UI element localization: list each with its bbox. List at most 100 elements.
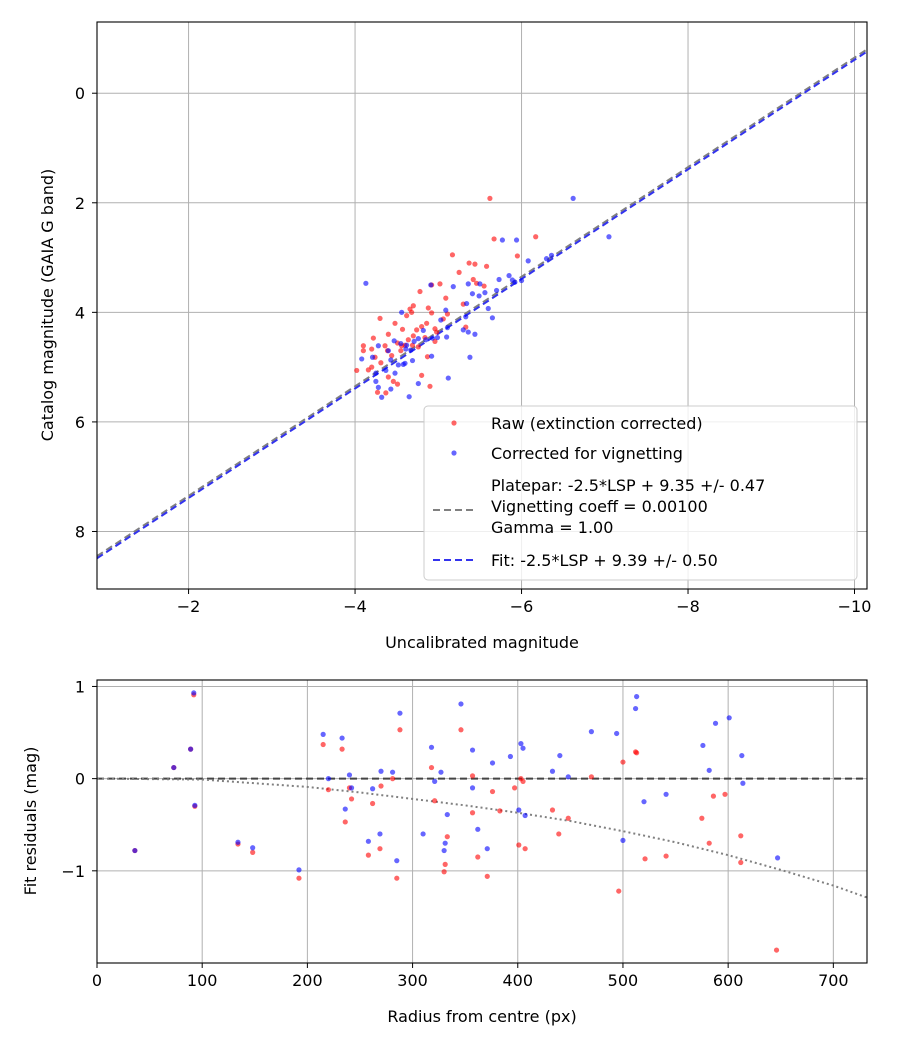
corrected-point	[373, 378, 379, 384]
raw-point	[466, 260, 472, 266]
raw-point	[394, 875, 400, 881]
x-tick-label: 300	[397, 971, 428, 990]
corrected-point	[522, 812, 528, 819]
bottom-ticks: 0 100 200 300 400 500 600 700 1 0 −1	[61, 677, 848, 990]
corrected-point	[171, 764, 177, 771]
corrected-point	[429, 335, 436, 341]
y-tick-label: 8	[75, 522, 85, 541]
legend-marker-raw	[451, 420, 457, 426]
raw-point	[533, 234, 539, 240]
raw-point	[634, 750, 640, 756]
raw-point	[414, 327, 420, 333]
corrected-point	[706, 767, 712, 773]
corrected-point	[444, 334, 450, 340]
legend-label-raw: Raw (extinction corrected)	[491, 414, 703, 433]
raw-point	[520, 778, 526, 785]
x-tick-label: 400	[502, 971, 533, 990]
corrected-point	[370, 786, 376, 792]
raw-point	[472, 261, 478, 267]
corrected-point	[507, 753, 514, 760]
raw-point	[437, 281, 443, 287]
raw-point	[443, 295, 449, 301]
raw-point	[342, 819, 348, 825]
raw-point	[296, 875, 302, 881]
legend-label-corrected: Corrected for vignetting	[491, 444, 683, 463]
raw-point	[773, 947, 780, 953]
corrected-point	[458, 701, 464, 707]
corrected-point	[188, 746, 194, 752]
raw-point	[514, 253, 520, 259]
raw-point	[699, 815, 705, 821]
corrected-point	[428, 744, 435, 750]
legend-label-fit: Fit: -2.5*LSP + 9.39 +/- 0.50	[491, 551, 718, 570]
corrected-point	[469, 785, 476, 791]
corrected-point	[325, 776, 332, 782]
raw-point	[441, 869, 447, 875]
corrected-point	[415, 380, 421, 387]
corrected-point	[411, 338, 417, 344]
x-tick-label: −8	[676, 597, 700, 616]
corrected-point	[570, 195, 576, 201]
corrected-point	[489, 760, 496, 766]
raw-point	[588, 774, 594, 780]
corrected-point	[472, 331, 478, 337]
corrected-point	[400, 361, 406, 367]
corrected-point	[518, 741, 524, 747]
x-tick-label: −6	[510, 597, 534, 616]
raw-point	[405, 337, 411, 343]
corrected-point	[450, 284, 456, 290]
corrected-point	[548, 252, 555, 258]
corrected-point	[739, 752, 745, 759]
raw-point	[489, 788, 496, 795]
y-tick-label: 2	[75, 194, 85, 213]
corrected-point	[420, 327, 426, 334]
raw-point	[616, 888, 622, 894]
raw-point	[369, 346, 375, 352]
corrected-point	[620, 837, 626, 843]
corrected-point	[373, 370, 379, 376]
corrected-point	[469, 291, 476, 297]
raw-point	[429, 310, 435, 316]
raw-point	[432, 798, 438, 804]
raw-point	[390, 378, 396, 384]
corrected-point	[375, 384, 381, 390]
corrected-point	[399, 309, 405, 315]
corrected-point	[420, 831, 426, 837]
x-tick-label: 500	[608, 971, 639, 990]
raw-point	[365, 367, 371, 373]
corrected-point	[388, 357, 394, 363]
corrected-point	[489, 315, 496, 321]
corrected-point	[398, 340, 404, 347]
corrected-point	[485, 305, 491, 312]
raw-point	[397, 727, 403, 733]
raw-point	[565, 815, 571, 821]
corrected-point	[712, 720, 719, 726]
x-tick-label: −10	[838, 597, 872, 616]
corrected-point	[464, 300, 470, 307]
raw-point	[512, 785, 518, 791]
raw-point	[365, 852, 371, 858]
raw-point	[706, 840, 712, 846]
raw-point	[399, 326, 406, 332]
raw-point	[738, 859, 744, 866]
raw-point	[483, 263, 490, 269]
raw-point	[722, 791, 728, 797]
corrected-point	[132, 847, 138, 854]
corrected-point	[365, 838, 371, 844]
corrected-point	[379, 394, 385, 400]
raw-point	[398, 348, 404, 354]
corrected-point	[463, 314, 469, 320]
raw-point	[469, 810, 476, 816]
corrected-point	[614, 730, 620, 737]
top-x-axis-label: Uncalibrated magnitude	[385, 633, 579, 652]
corrected-point	[438, 317, 444, 323]
x-tick-label: −4	[343, 597, 367, 616]
corrected-point	[588, 729, 594, 735]
raw-point	[378, 360, 384, 366]
top-ticks: −2 −4 −6 −8 −10 0 2 4 6 8	[75, 84, 872, 616]
corrected-point	[469, 747, 476, 753]
raw-point	[449, 252, 456, 258]
corrected-point	[475, 826, 481, 832]
corrected-point	[467, 354, 473, 360]
